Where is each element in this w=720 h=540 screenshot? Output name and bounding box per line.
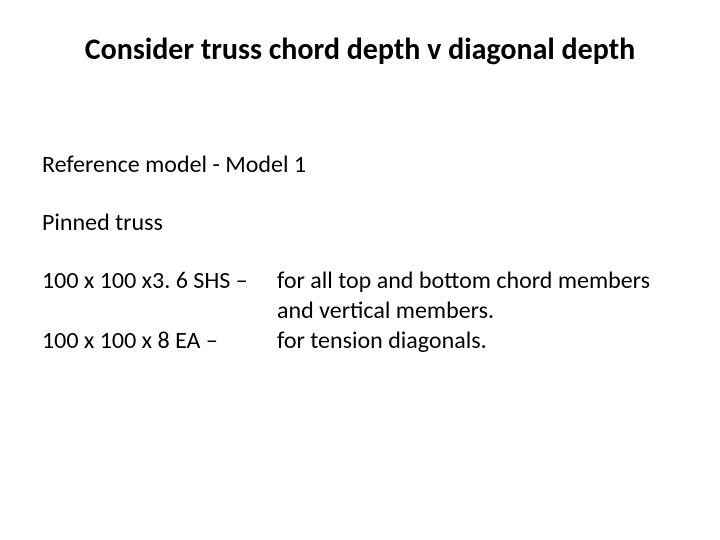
truss-type-line: Pinned truss [42, 208, 678, 238]
spec-row: 100 x 100 x 8 EA – for tension diagonals… [42, 326, 678, 356]
spec-list: 100 x 100 x3. 6 SHS – for all top and bo… [42, 266, 678, 356]
slide-body: Reference model - Model 1 Pinned truss 1… [42, 150, 678, 356]
spec-desc: for tension diagonals. [277, 326, 678, 356]
slide: Consider truss chord depth v diagonal de… [0, 0, 720, 540]
slide-title: Consider truss chord depth v diagonal de… [0, 32, 720, 68]
spec-row: 100 x 100 x3. 6 SHS – for all top and bo… [42, 266, 678, 326]
spec-desc: for all top and bottom chord members and… [277, 266, 678, 326]
reference-model-line: Reference model - Model 1 [42, 150, 678, 180]
spec-label: 100 x 100 x 8 EA – [42, 326, 277, 356]
spec-label: 100 x 100 x3. 6 SHS – [42, 266, 277, 326]
